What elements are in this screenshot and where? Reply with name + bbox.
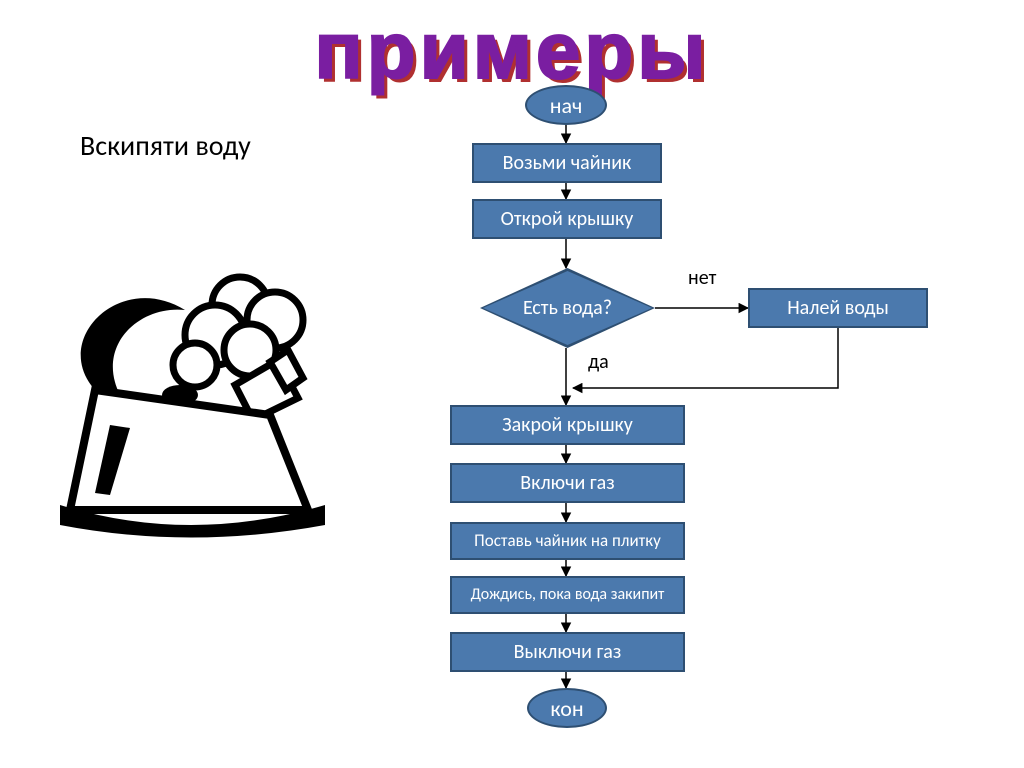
node-gas: Включи газ: [450, 463, 685, 503]
node-wait: Дождись, пока вода закипит: [450, 576, 685, 614]
page-title: примеры: [314, 5, 709, 97]
node-open: Открой крышку: [472, 199, 662, 239]
node-pour: Налей воды: [748, 288, 928, 328]
label-yes: да: [588, 350, 609, 374]
subtitle: Вскипяти воду: [80, 128, 251, 163]
node-stove: Поставь чайник на плитку: [450, 522, 685, 560]
node-take: Возьми чайник: [472, 143, 662, 183]
node-off: Выключи газ: [450, 632, 685, 672]
node-start: нач: [525, 85, 607, 125]
node-end: кон: [527, 688, 607, 728]
kettle-illustration: [40, 250, 360, 545]
node-close: Закрой крышку: [450, 405, 685, 445]
label-no: нет: [688, 266, 716, 290]
node-water: Есть вода?: [480, 268, 655, 348]
